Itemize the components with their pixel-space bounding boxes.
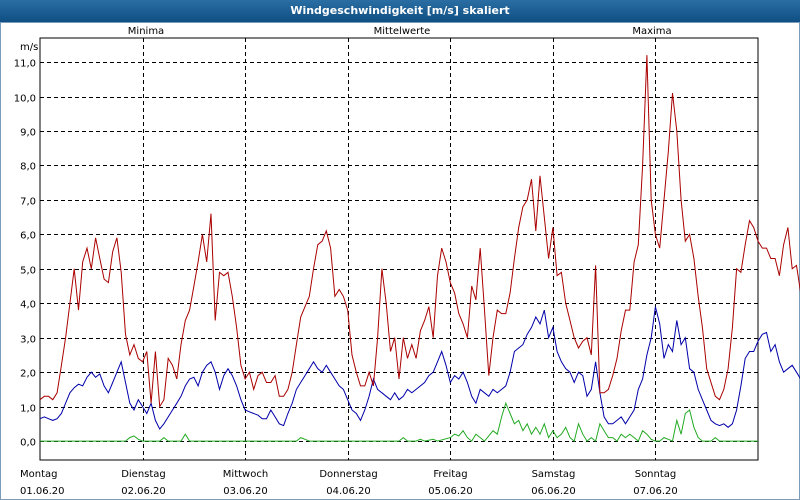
- series: [39, 55, 800, 442]
- x-tick-date: 05.06.20: [428, 486, 473, 497]
- y-tick-label: 8,0: [20, 162, 36, 173]
- series-line-mittelwerte: [39, 306, 800, 430]
- y-tick-label: 5,0: [20, 266, 36, 277]
- x-tick-date: 07.06.20: [633, 486, 678, 497]
- x-tick-weekday: Mittwoch: [223, 469, 268, 480]
- x-tick-weekday: Dienstag: [121, 469, 166, 480]
- legend-mittelwerte: Mittelwerte: [374, 26, 431, 37]
- legend-maxima: Maxima: [632, 26, 671, 37]
- series-line-maxima: [39, 55, 800, 409]
- x-tick-weekday: Montag: [20, 469, 57, 480]
- y-tick-label: 4,0: [20, 300, 36, 311]
- plot-border: [39, 37, 759, 461]
- y-tick-label: 2,0: [20, 369, 36, 380]
- y-tick-label: 1,0: [20, 404, 36, 415]
- labels: 0,0 1,0 2,0 3,0 4,0 5,0 6,0 7,0 8,0 9,0 10,0 11,0 m/…: [14, 26, 678, 497]
- legend-minima: Minima: [128, 26, 164, 37]
- x-tick-weekday: Freitag: [433, 469, 467, 480]
- y-tick-label: 7,0: [20, 197, 36, 208]
- x-tick-date: 01.06.20: [20, 486, 65, 497]
- x-tick-date: 02.06.20: [121, 486, 166, 497]
- y-tick-label: 11,0: [14, 59, 36, 70]
- x-tick-weekday: Samstag: [532, 469, 576, 480]
- x-tick-date: 03.06.20: [223, 486, 268, 497]
- x-tick-date: 06.06.20: [531, 486, 576, 497]
- y-tick-label: 3,0: [20, 335, 36, 346]
- y-tick-label: 9,0: [20, 128, 36, 139]
- y-tick-label: 6,0: [20, 231, 36, 242]
- grid: [40, 38, 758, 460]
- x-tick-weekday: Sonntag: [635, 469, 677, 480]
- y-tick-label: 0,0: [20, 438, 36, 449]
- chart-frame: [0, 22, 800, 500]
- y-tick-label: 10,0: [14, 94, 36, 105]
- y-axis-unit-label: m/s: [20, 42, 38, 53]
- series-line-minima: [40, 401, 758, 442]
- x-tick-date: 04.06.20: [326, 486, 371, 497]
- x-tick-weekday: Donnerstag: [319, 469, 377, 480]
- axes: [39, 37, 759, 461]
